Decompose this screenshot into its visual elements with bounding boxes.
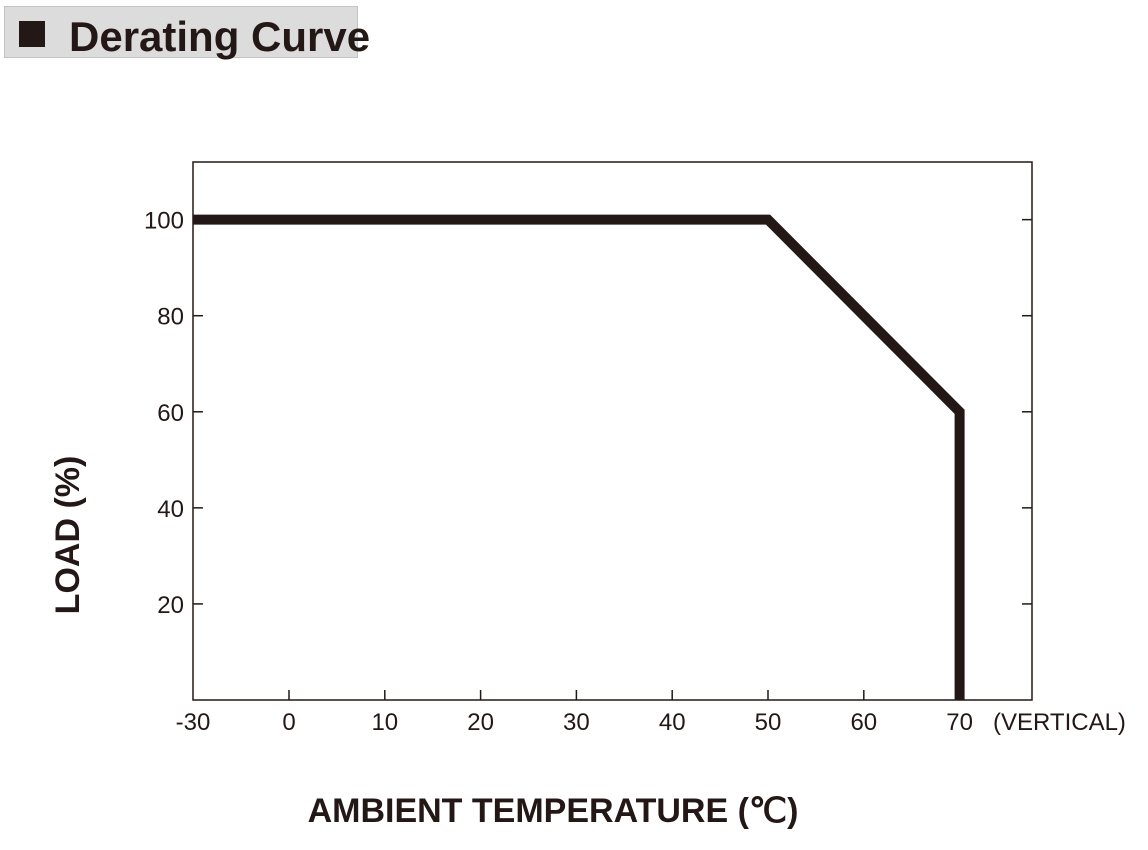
y-axis-label: LOAD (%) (49, 456, 87, 615)
y-tick-label: 40 (157, 496, 184, 523)
x-tick-label: 0 (282, 709, 295, 736)
x-axis-note: (VERTICAL) (993, 709, 1126, 736)
x-tick-label: 50 (755, 709, 782, 736)
derating-line (193, 214, 965, 700)
y-tick-label: 100 (144, 208, 184, 235)
x-tick-label: 20 (467, 709, 494, 736)
x-tick-label: 40 (659, 709, 686, 736)
x-tick-label: 10 (371, 709, 398, 736)
x-tick-label: 30 (563, 709, 590, 736)
x-axis-label: AMBIENT TEMPERATURE (℃) (308, 792, 799, 830)
y-tick-label: 60 (157, 400, 184, 427)
plot-frame (192, 161, 1033, 701)
title-banner: Derating Curve (4, 6, 370, 60)
x-tick-label: 70 (946, 709, 973, 736)
y-tick-label: 20 (157, 592, 184, 619)
x-tick-label: 60 (850, 709, 877, 736)
black-square-icon (19, 21, 45, 47)
x-tick-label: -30 (176, 709, 211, 736)
y-tick-label: 80 (157, 304, 184, 331)
page-title: Derating Curve (69, 13, 371, 60)
